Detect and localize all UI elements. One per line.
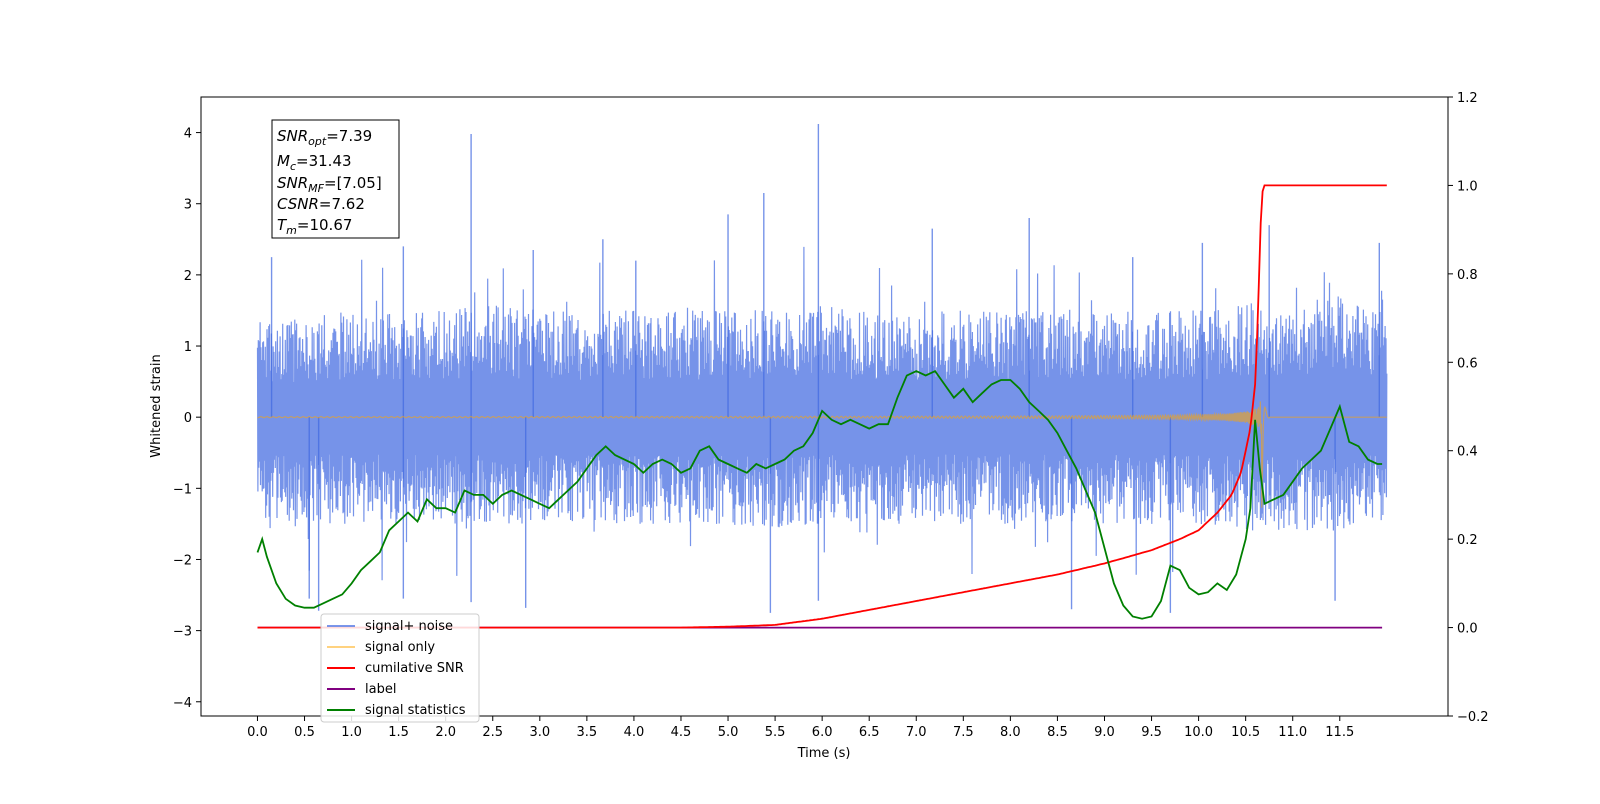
snr-mf-value: =[7.05] [324,174,382,192]
x-tick-label-2: 1.0 [341,725,362,740]
mc-sub: c [290,160,296,173]
x-tick-label-17: 8.5 [1047,725,1068,740]
plot-frame [200,96,1449,717]
legend-label-signal-only: signal only [365,640,435,655]
y-tick-label-8: −4 [173,696,192,711]
y2-tick-label-5: 0.2 [1457,533,1478,548]
x-tick-label-19: 9.5 [1141,725,1162,740]
data-layer [256,124,1388,629]
y-tick-label-1: 3 [184,198,192,213]
snr-opt-base: SNR [277,127,308,145]
snr-opt-sub: opt [308,135,327,148]
y2-tick-label-0: 1.2 [1457,91,1478,106]
annotation-snr-mf: SNRMF=[7.05] [277,174,382,195]
y2-tick-label-7: −0.2 [1457,710,1489,725]
x-tick-label-13: 6.5 [859,725,880,740]
annotation-snr-opt: SNRopt=7.39 [277,127,372,148]
csnr-value: =7.62 [319,195,365,213]
y-tick-label-5: −1 [173,482,192,497]
annotation-mc: Mc=31.43 [277,152,352,173]
ticks-layer: 0.0 0.5 1.0 1.5 2.0 2.5 3.0 3.5 4.0 4.5 5.0 5.5 6.0 6… [173,91,1489,740]
y-tick-label-3: 1 [184,340,192,355]
mc-value: =31.43 [296,152,352,170]
series-signal-only-line [257,401,1387,508]
annotation-frame [271,119,400,239]
annotation-tm: Tm=10.67 [277,216,352,237]
snr-opt-value: =7.39 [326,127,372,145]
y2-tick-label-3: 0.6 [1457,356,1478,371]
x-tick-label-7: 3.5 [577,725,598,740]
series-signal-noise-line [256,246,1388,581]
legend: signal+ noise signal only cumilative SNR… [320,613,480,723]
x-tick-label-6: 3.0 [529,725,550,740]
y-tick-label-6: −2 [173,553,192,568]
x-tick-label-12: 6.0 [812,725,833,740]
annotation-box: SNRopt=7.39 Mc=31.43 SNRMF=[7.05] CSNR=7… [271,119,400,239]
legend-label-signal-noise: signal+ noise [365,619,453,634]
series-signal-statistics-line [256,369,1383,620]
tm-base: T [277,216,288,234]
x-tick-label-5: 2.5 [482,725,503,740]
x-tick-label-3: 1.5 [388,725,409,740]
y-tick-label-0: 4 [184,127,192,142]
x-tick-label-9: 4.5 [671,725,692,740]
x-tick-label-4: 2.0 [435,725,456,740]
mc-base: M [277,152,290,170]
y-tick-label-4: 0 [184,411,192,426]
x-tick-label-0: 0.0 [247,725,268,740]
tm-sub: m [286,224,297,237]
y2-tick-label-2: 0.8 [1457,268,1478,283]
x-tick-label-21: 10.5 [1231,725,1260,740]
x-tick-label-15: 7.5 [953,725,974,740]
x-tick-label-8: 4.0 [624,725,645,740]
x-tick-label-10: 5.0 [718,725,739,740]
y-axis-label: Whitened strain [149,354,164,457]
legend-label-signal-statistics: signal statistics [365,703,466,718]
tm-value: =10.67 [297,216,353,234]
y-tick-label-2: 2 [184,269,192,284]
annotation-csnr: CSNR=7.62 [277,195,365,213]
x-tick-label-14: 7.0 [906,725,927,740]
snr-mf-sub: MF [308,182,324,195]
x-tick-label-22: 11.0 [1278,725,1307,740]
x-tick-label-11: 5.5 [765,725,786,740]
x-tick-label-18: 9.0 [1094,725,1115,740]
x-tick-label-1: 0.5 [294,725,315,740]
legend-label-label: label [365,682,396,697]
y2-tick-label-6: 0.0 [1457,622,1478,637]
x-tick-label-23: 11.5 [1325,725,1354,740]
y2-tick-label-1: 1.0 [1457,179,1478,194]
x-tick-label-16: 8.0 [1000,725,1021,740]
csnr-base: CSNR [277,195,319,213]
legend-label-cumulative-snr: cumilative SNR [365,661,464,676]
x-axis-label: Time (s) [797,746,851,761]
y2-tick-label-4: 0.4 [1457,445,1478,460]
snr-mf-base: SNR [277,174,308,192]
legend-frame [320,613,480,723]
x-tick-label-20: 10.0 [1184,725,1213,740]
y-tick-label-7: −3 [173,625,192,640]
